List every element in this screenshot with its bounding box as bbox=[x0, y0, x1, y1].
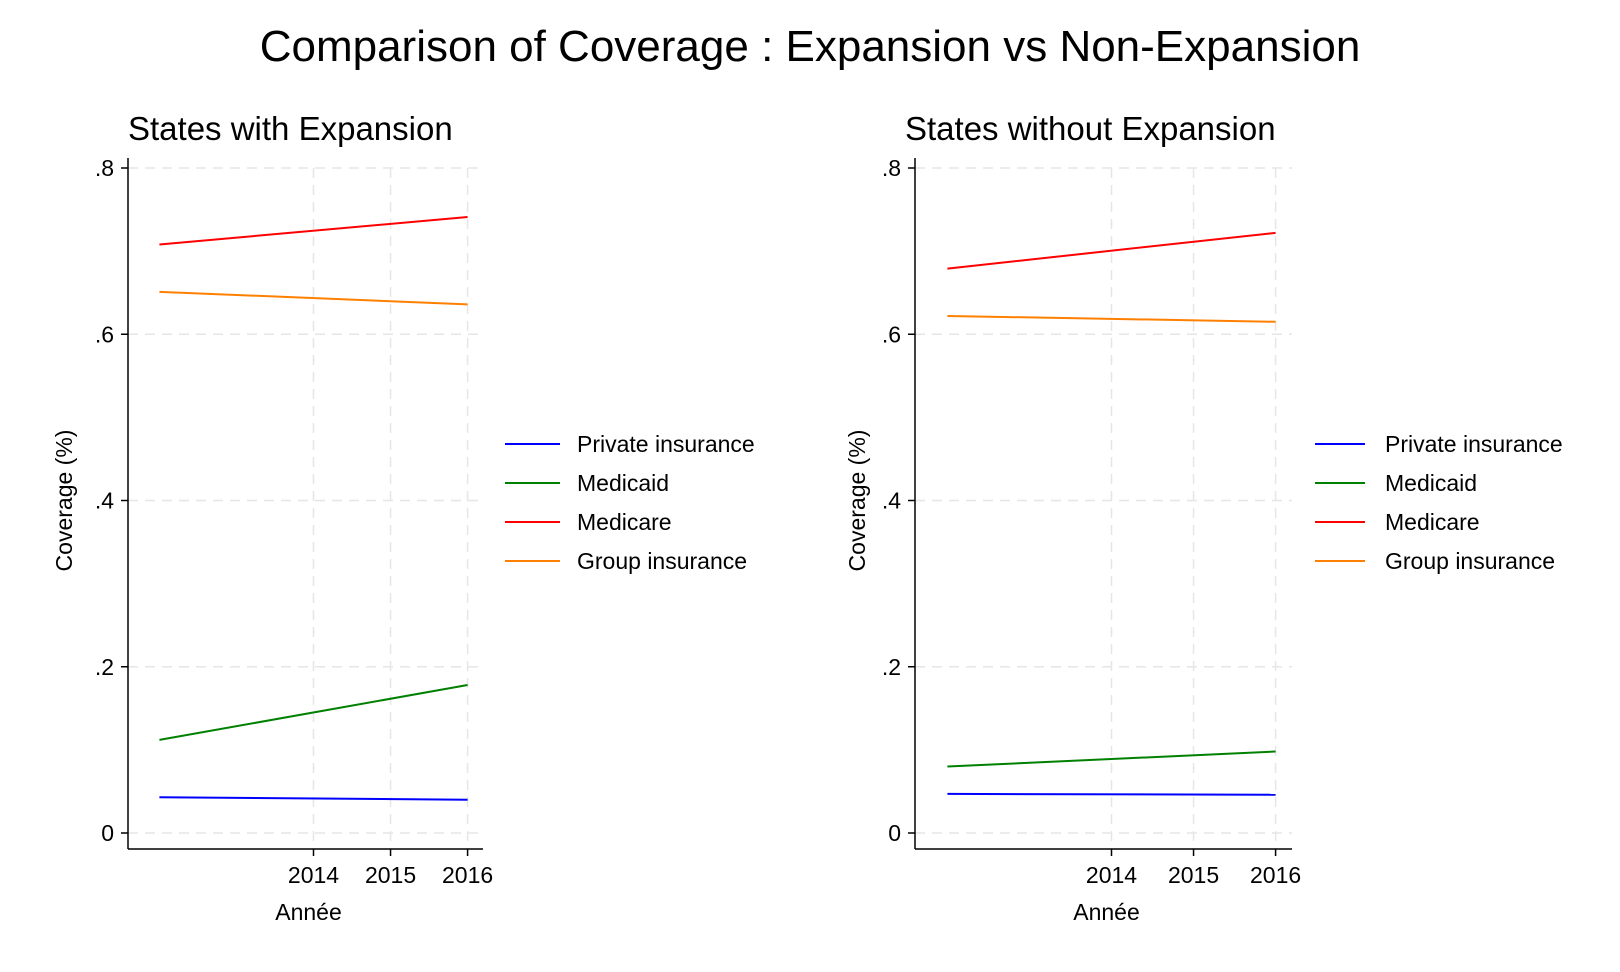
y-tick-label: .8 bbox=[95, 155, 114, 181]
series-line-medicaid bbox=[947, 750, 1276, 768]
subplot-title: States with Expansion bbox=[128, 110, 453, 147]
series-line-medicaid bbox=[159, 684, 468, 741]
y-tick-label: .6 bbox=[882, 321, 901, 347]
legend-label: Group insurance bbox=[1385, 548, 1555, 574]
x-axis-label: Année bbox=[1073, 899, 1140, 925]
series-line-medicare bbox=[947, 231, 1276, 270]
main-title: Comparison of Coverage : Expansion vs No… bbox=[259, 22, 1361, 71]
y-tick-label: .2 bbox=[882, 654, 901, 680]
x-tick-label: 2016 bbox=[442, 862, 493, 888]
chart-panel-2: States without Expansion.8 .6 .4 .2 0 2014 201… bbox=[844, 110, 1563, 925]
legend-label: Medicare bbox=[577, 509, 672, 535]
legend-label: Private insurance bbox=[577, 431, 755, 457]
y-axis-label: Coverage (%) bbox=[844, 430, 870, 572]
series-line-private-insurance bbox=[947, 792, 1276, 796]
x-tick-label: 2015 bbox=[365, 862, 416, 888]
y-tick-label: .4 bbox=[95, 488, 114, 514]
x-tick-label: 2014 bbox=[288, 862, 339, 888]
y-tick-label: .4 bbox=[882, 488, 901, 514]
series-line-private-insurance bbox=[159, 796, 468, 801]
y-tick-label: .6 bbox=[95, 321, 114, 347]
series-line-group-insurance bbox=[159, 290, 468, 306]
x-tick-label: 2014 bbox=[1086, 862, 1137, 888]
x-tick-label: 2016 bbox=[1250, 862, 1301, 888]
y-tick-label: .8 bbox=[882, 155, 901, 181]
x-axis-label: Année bbox=[275, 899, 342, 925]
y-axis-label: Coverage (%) bbox=[51, 430, 77, 572]
legend-label: Group insurance bbox=[577, 548, 747, 574]
chart-panel-1: States with Expansion .8 .6 .4 .2 0 2014 2015 20… bbox=[51, 110, 755, 925]
legend-label: Medicaid bbox=[577, 470, 669, 496]
legend-label: Medicare bbox=[1385, 509, 1480, 535]
legend-label: Medicaid bbox=[1385, 470, 1477, 496]
y-tick-label: 0 bbox=[888, 820, 901, 846]
x-tick-label: 2015 bbox=[1168, 862, 1219, 888]
legend-label: Private insurance bbox=[1385, 431, 1563, 457]
y-tick-label: 0 bbox=[101, 820, 114, 846]
series-line-group-insurance bbox=[947, 314, 1276, 323]
subplot-title: States without Expansion bbox=[905, 110, 1276, 147]
y-tick-label: .2 bbox=[95, 654, 114, 680]
series-line-medicare bbox=[159, 216, 468, 246]
